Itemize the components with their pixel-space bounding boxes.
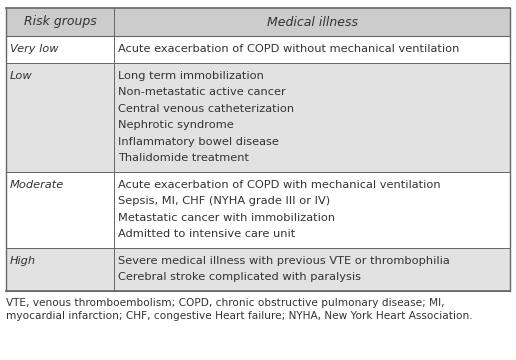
Text: Cerebral stroke complicated with paralysis: Cerebral stroke complicated with paralys… [118, 272, 361, 282]
Text: Medical illness: Medical illness [267, 15, 358, 28]
Text: VTE, venous thromboembolism; COPD, chronic obstructive pulmonary disease; MI,: VTE, venous thromboembolism; COPD, chron… [6, 298, 444, 308]
Text: Moderate: Moderate [10, 180, 64, 190]
Text: Nephrotic syndrome: Nephrotic syndrome [118, 120, 234, 130]
Text: Non-metastatic active cancer: Non-metastatic active cancer [118, 87, 286, 97]
Text: Severe medical illness with previous VTE or thrombophilia: Severe medical illness with previous VTE… [118, 256, 450, 266]
Text: Acute exacerbation of COPD without mechanical ventilation: Acute exacerbation of COPD without mecha… [118, 44, 460, 54]
Text: Metastatic cancer with immobilization: Metastatic cancer with immobilization [118, 213, 335, 223]
Bar [6, 63, 510, 171]
Bar [6, 248, 510, 291]
Text: Sepsis, MI, CHF (NYHA grade III or IV): Sepsis, MI, CHF (NYHA grade III or IV) [118, 196, 330, 206]
Text: myocardial infarction; CHF, congestive Heart failure; NYHA, New York Heart Assoc: myocardial infarction; CHF, congestive H… [6, 311, 473, 321]
Text: Acute exacerbation of COPD with mechanical ventilation: Acute exacerbation of COPD with mechanic… [118, 180, 441, 190]
Text: Admitted to intensive care unit: Admitted to intensive care unit [118, 229, 296, 239]
Text: Thalidomide treatment: Thalidomide treatment [118, 153, 249, 163]
Text: Risk groups: Risk groups [24, 15, 96, 28]
Text: Low: Low [10, 71, 33, 81]
Text: Inflammatory bowel disease: Inflammatory bowel disease [118, 137, 279, 147]
Text: Central venous catheterization: Central venous catheterization [118, 104, 295, 114]
Bar [6, 8, 510, 36]
Text: Very low: Very low [10, 44, 58, 54]
Text: Long term immobilization: Long term immobilization [118, 71, 264, 81]
Text: High: High [10, 256, 36, 266]
